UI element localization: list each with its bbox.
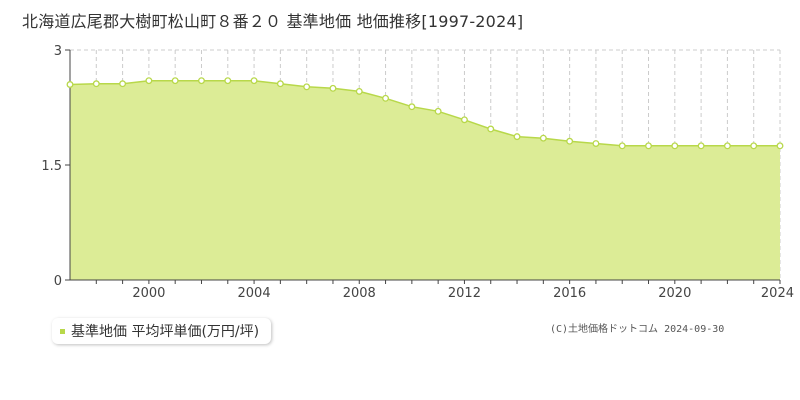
series-line	[69, 79, 780, 147]
legend-swatch	[60, 328, 65, 334]
y-tick-label: 1.5	[41, 159, 62, 174]
y-tick-label: 3	[54, 44, 62, 59]
data-point	[119, 80, 127, 88]
data-point	[66, 81, 74, 88]
data-point	[250, 77, 258, 85]
data-point	[382, 94, 390, 102]
data-point	[329, 84, 337, 92]
data-point	[539, 134, 547, 142]
data-point	[171, 77, 179, 85]
y-tick-label: 0	[54, 274, 62, 289]
data-point	[224, 77, 232, 85]
markers	[66, 77, 784, 150]
tick-labels: 0 1.5 3 2000 2004 2008 2012 2016 2020 2024	[41, 44, 794, 301]
x-tick-label: 2008	[343, 286, 376, 301]
data-point	[513, 133, 521, 141]
data-point	[145, 77, 153, 85]
data-point	[697, 142, 705, 150]
data-point	[592, 140, 600, 147]
credit-text: (C)土地価格ドットコム 2024-09-30	[550, 324, 725, 335]
x-tick-label: 2004	[238, 286, 271, 301]
x-tick-label: 2000	[132, 286, 165, 301]
data-point	[671, 142, 679, 150]
chart-title: 北海道広尾郡大樹町松山町８番２０ 基準地価 地価推移[1997-2024]	[22, 12, 524, 31]
legend: 基準地価 平均坪単価(万円/坪)	[52, 318, 272, 344]
data-point	[303, 83, 311, 91]
data-point	[566, 137, 574, 145]
data-point	[198, 77, 205, 85]
data-point	[618, 142, 626, 150]
x-tick-label: 2016	[553, 286, 586, 301]
legend-label: 基準地価 平均坪単価(万円/坪)	[71, 324, 260, 340]
data-point	[487, 125, 495, 133]
data-point	[645, 142, 652, 150]
data-point	[92, 80, 100, 88]
x-tick-label: 2012	[448, 286, 481, 301]
x-tick-label: 2020	[658, 286, 691, 301]
data-point	[750, 142, 758, 150]
data-point	[434, 107, 442, 115]
data-point	[776, 142, 784, 150]
data-point	[408, 103, 416, 111]
axes	[65, 49, 781, 284]
data-point	[460, 116, 468, 124]
data-point	[355, 87, 363, 95]
x-tick-label: 2024	[761, 286, 794, 301]
series-area	[70, 80, 780, 280]
data-point	[723, 142, 731, 150]
data-point	[276, 80, 284, 88]
